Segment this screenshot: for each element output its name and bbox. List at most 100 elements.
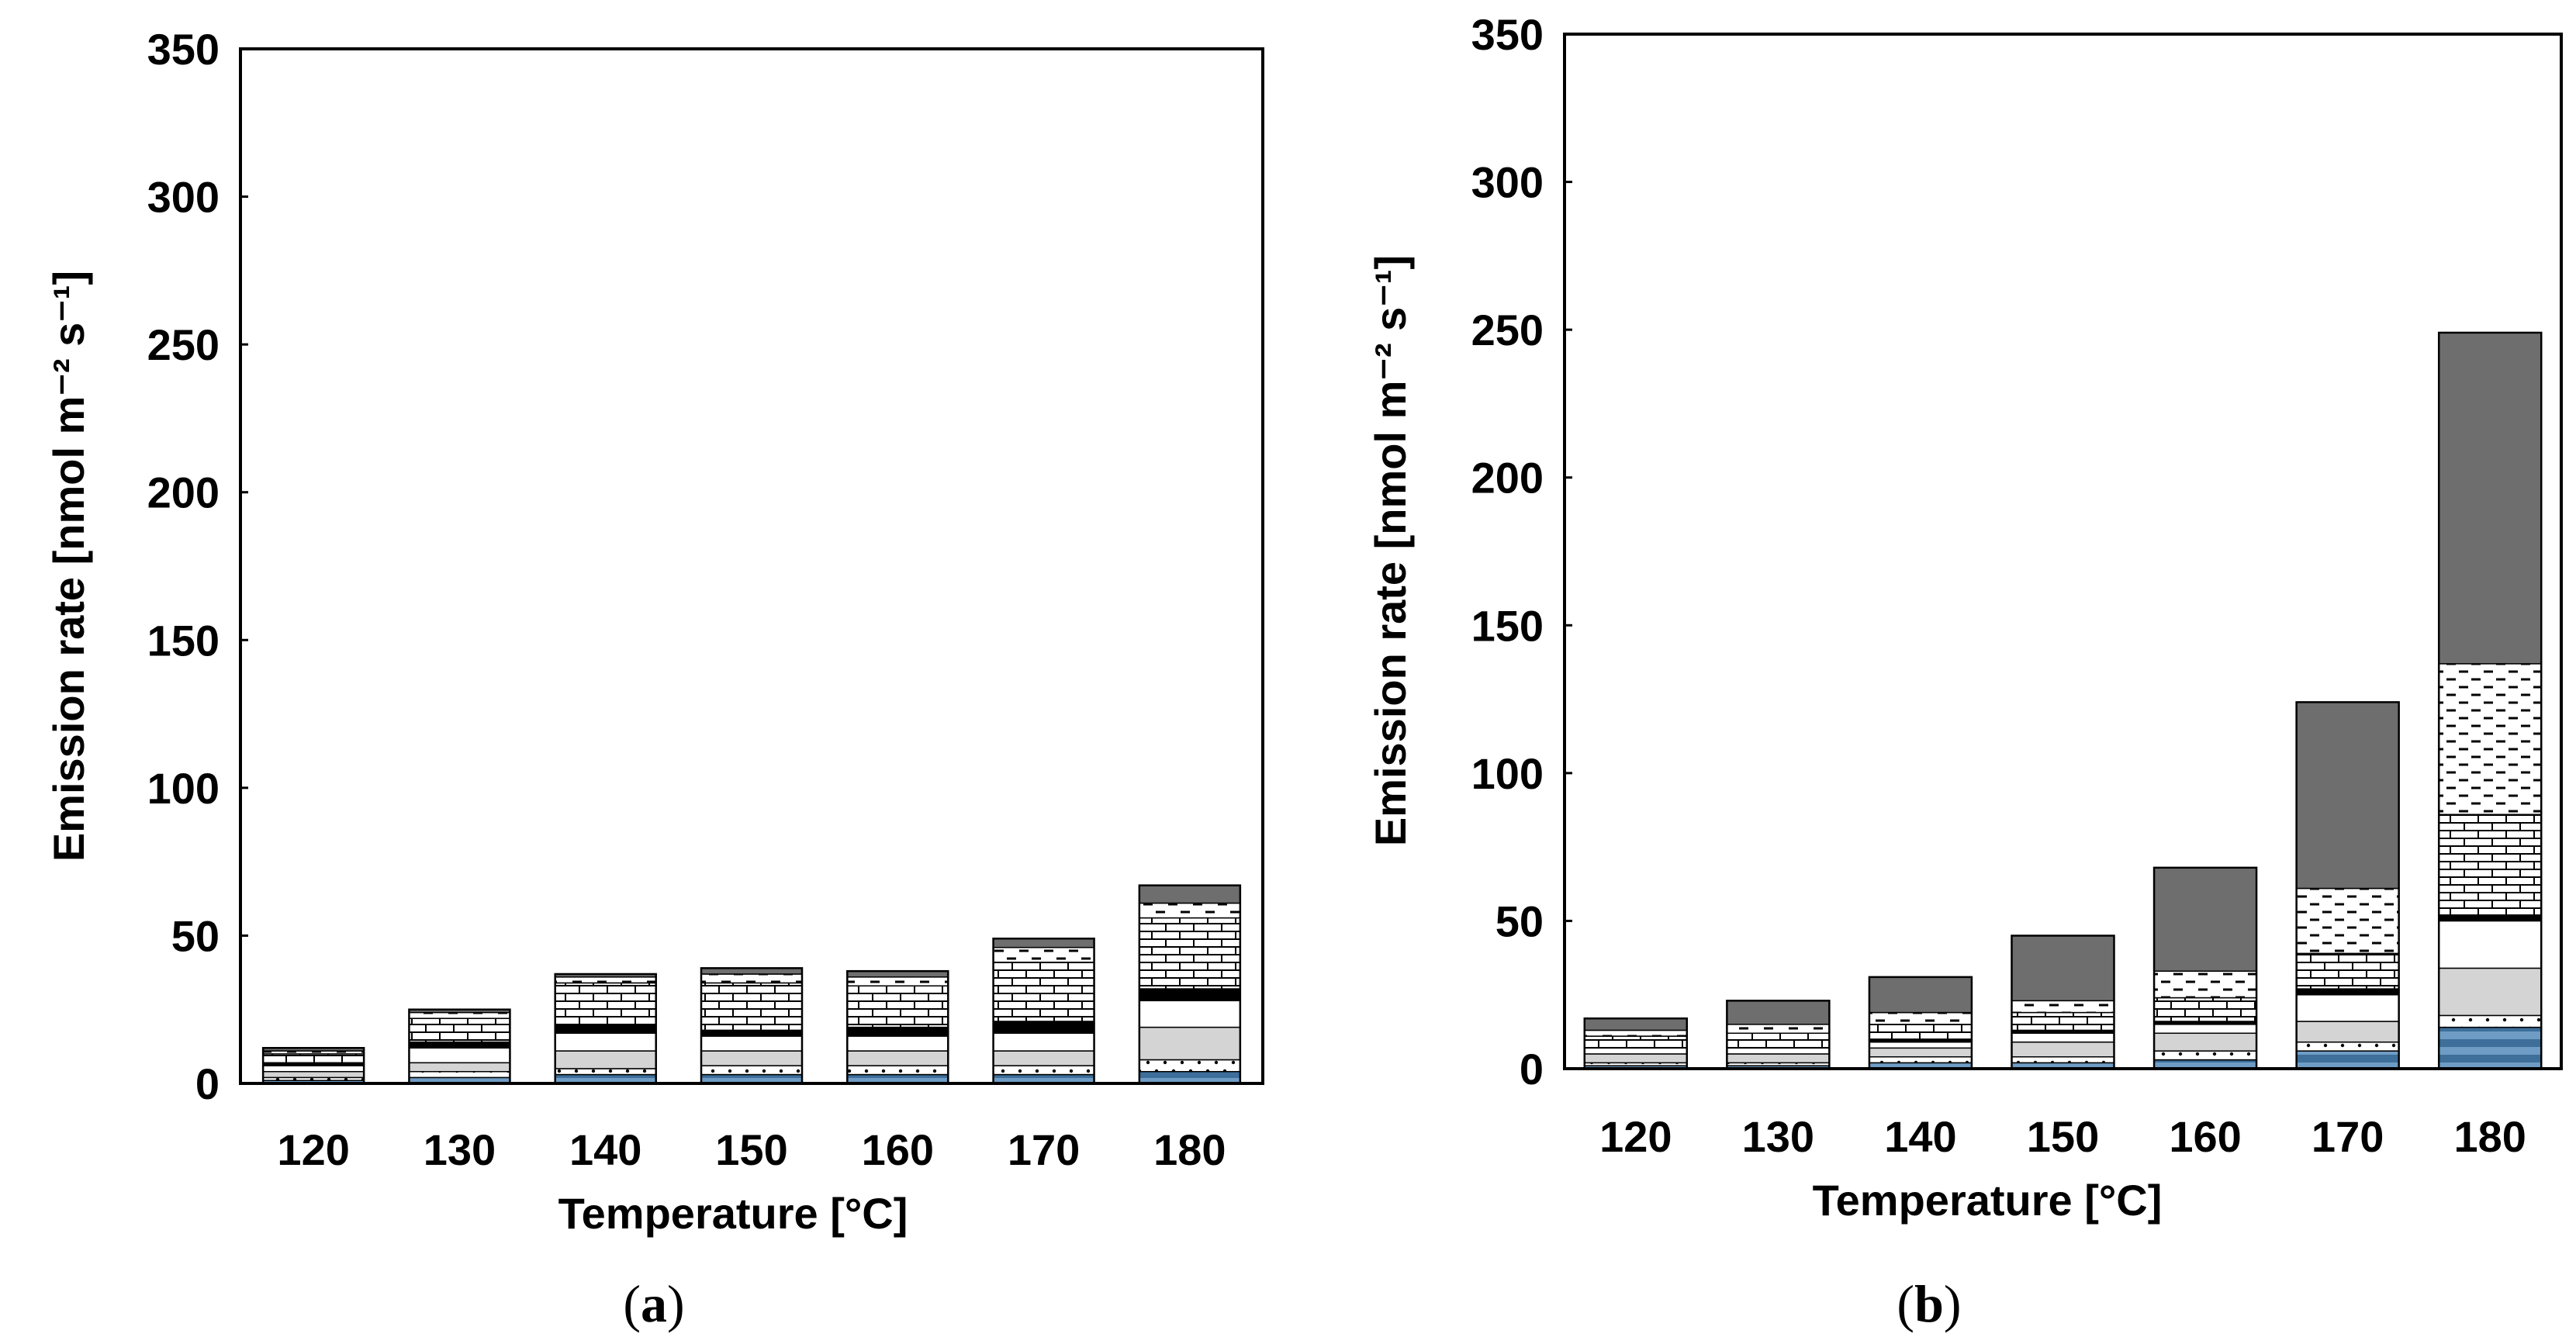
y-axis-title-a: Emission rate [nmol m⁻² s⁻¹] [44, 271, 93, 862]
bar-segment-a-130-5 [408, 1041, 511, 1049]
bar-segment-a-160-6 [846, 985, 949, 1028]
bar-segment-a-180-6 [1139, 917, 1241, 990]
bar-segment-b-170-1 [2295, 1050, 2400, 1069]
bar-segment-b-170-8 [2295, 701, 2400, 890]
bar-segment-b-180-1 [2438, 1026, 2542, 1069]
x-tick-label-b-140: 140 [1884, 1112, 1956, 1161]
bar-segment-b-160-7 [2153, 970, 2257, 999]
bar-stack-b-120 [1583, 1017, 1689, 1070]
bar-segment-b-140-4 [1869, 1041, 1973, 1049]
bar-segment-b-130-8 [1726, 1000, 1831, 1025]
chart-panel-a: 0 50 100 150 200 250 300 350 120 130 140 150 160 170… [44, 25, 1264, 1333]
bar-segment-b-180-4 [2438, 920, 2542, 969]
bar-stack-b-160 [2152, 866, 2258, 1070]
bar-stack-a-150 [700, 967, 804, 1085]
y-tick-label-a-250: 250 [147, 320, 220, 369]
bar-segment-a-170-2 [992, 1065, 1095, 1076]
bar-stack-b-140 [1868, 976, 1973, 1070]
bar-segment-b-160-8 [2153, 867, 2257, 972]
bar-segment-b-160-2 [2153, 1050, 2257, 1061]
y-axis-title-b: Emission rate [nmol m⁻² s⁻¹] [1366, 255, 1415, 846]
bar-segment-a-130-4 [408, 1047, 511, 1064]
bar-segment-b-150-2 [2011, 1056, 2115, 1064]
y-tick-label-a-350: 350 [147, 25, 220, 74]
bar-segment-a-130-2 [408, 1071, 511, 1079]
bar-stack-a-140 [554, 973, 657, 1085]
bar-segment-b-170-6 [2295, 952, 2400, 990]
bar-segment-a-160-5 [846, 1026, 949, 1037]
x-axis-title-a: Temperature [°C] [558, 1189, 908, 1238]
bar-segment-b-150-8 [2011, 935, 2115, 1002]
bar-stack-a-160 [846, 969, 949, 1085]
x-tick-label-b-180: 180 [2453, 1112, 2526, 1161]
bar-segment-b-180-5 [2438, 914, 2542, 922]
y-tick-label-b-0: 0 [1520, 1045, 1544, 1094]
x-ticks-a: 120 130 140 150 160 170 180 [277, 1125, 1226, 1174]
x-tick-label-b-150: 150 [2027, 1112, 2099, 1161]
x-tick-label-a-150: 150 [715, 1125, 787, 1174]
bar-segment-b-120-8 [1584, 1018, 1688, 1031]
bar-segment-b-120-3 [1584, 1053, 1688, 1064]
y-tick-label-a-300: 300 [147, 173, 220, 222]
bar-stack-b-130 [1726, 1000, 1831, 1070]
x-tick-label-b-170: 170 [2311, 1112, 2384, 1161]
y-tick-label-b-50: 50 [1495, 897, 1544, 945]
bar-stack-b-170 [2295, 701, 2400, 1070]
x-tick-label-a-170: 170 [1008, 1125, 1080, 1174]
bar-segment-a-140-6 [554, 982, 657, 1025]
plot-frame-b [1563, 33, 2563, 1070]
y-ticks-b: 0 50 100 150 200 250 300 350 [1471, 10, 1572, 1094]
x-tick-label-a-120: 120 [277, 1125, 349, 1174]
bar-segment-b-170-4 [2295, 993, 2400, 1022]
y-tick-label-a-150: 150 [147, 616, 220, 665]
bar-segment-b-140-2 [1869, 1056, 1973, 1064]
bar-segment-a-130-3 [408, 1062, 511, 1073]
bar-segment-a-170-3 [992, 1050, 1095, 1066]
bar-stack-b-180 [2437, 331, 2543, 1070]
bar-segment-a-140-7 [554, 976, 657, 984]
bar-segment-b-180-3 [2438, 967, 2542, 1017]
bar-segment-a-130-7 [408, 1011, 511, 1019]
x-axis-title-b: Temperature [°C] [1813, 1176, 2163, 1225]
x-tick-label-a-180: 180 [1153, 1125, 1226, 1174]
y-tick-label-a-50: 50 [171, 911, 220, 960]
y-tick-label-b-300: 300 [1471, 158, 1544, 207]
bar-stack-a-180 [1138, 884, 1242, 1085]
panel-letter-a: a [641, 1274, 667, 1333]
bars-b [1583, 331, 2543, 1070]
bar-segment-a-120-4 [262, 1065, 365, 1073]
bar-segment-b-140-8 [1869, 976, 1973, 1014]
bar-segment-a-180-8 [1139, 884, 1241, 904]
y-tick-label-a-0: 0 [195, 1059, 220, 1108]
y-ticks-a: 0 50 100 150 200 250 300 350 [147, 25, 248, 1108]
panel-label-b: (b) [1897, 1274, 1961, 1333]
panel-label-a: (a) [623, 1274, 684, 1333]
bar-segment-a-180-7 [1139, 902, 1241, 919]
bar-segment-b-180-7 [2438, 663, 2542, 815]
bar-segment-b-180-6 [2438, 814, 2542, 916]
bar-segment-a-170-8 [992, 938, 1095, 948]
bar-segment-a-130-6 [408, 1018, 511, 1043]
x-tick-label-b-120: 120 [1599, 1112, 1672, 1161]
bar-segment-b-160-6 [2153, 997, 2257, 1022]
x-tick-label-a-140: 140 [569, 1125, 641, 1174]
bar-segment-a-150-3 [700, 1050, 803, 1066]
y-tick-label-b-100: 100 [1471, 749, 1544, 798]
bar-segment-b-130-6 [1726, 1032, 1831, 1049]
bar-segment-b-130-3 [1726, 1053, 1831, 1064]
bar-segment-a-160-2 [846, 1065, 949, 1076]
bar-segment-a-170-7 [992, 946, 1095, 963]
bar-segment-a-140-5 [554, 1024, 657, 1034]
x-tick-label-a-160: 160 [862, 1125, 934, 1174]
bar-segment-a-120-6 [262, 1053, 365, 1064]
bar-stack-a-130 [408, 1008, 511, 1085]
bar-segment-a-160-4 [846, 1035, 949, 1052]
bar-segment-b-120-4 [1584, 1047, 1688, 1055]
bar-segment-a-150-2 [700, 1065, 803, 1076]
bar-segment-b-170-7 [2295, 887, 2400, 955]
bar-segment-b-150-4 [2011, 1032, 2115, 1043]
bar-segment-a-160-3 [846, 1050, 949, 1066]
bar-segment-a-180-2 [1139, 1059, 1241, 1073]
bar-segment-b-160-3 [2153, 1032, 2257, 1052]
bar-stack-a-170 [992, 937, 1095, 1085]
